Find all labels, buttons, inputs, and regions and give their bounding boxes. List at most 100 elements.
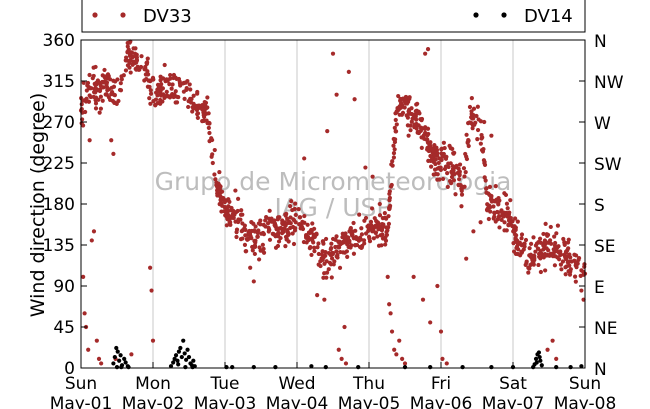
dv33-point [79,107,84,112]
dv33-point [421,133,427,138]
legend-marker-dv33 [92,12,98,18]
dv33-point [392,125,397,131]
dv33-point [352,97,357,102]
dv33-point [548,241,554,246]
dv33-point [383,235,388,240]
dv33-point [565,240,571,245]
dv33-point [322,297,327,302]
dv33-point [267,237,273,242]
dv33-point [233,188,238,193]
dv33-point [579,268,584,273]
dv33-point [545,347,550,352]
dv33-point [573,279,578,284]
dv33-point [513,216,518,221]
dv33-point [519,236,524,241]
dv14-point [173,353,179,358]
dv33-point [224,223,229,228]
dv33-point [123,58,128,63]
x-tick-label-date: May-04 [266,394,329,409]
dv33-point [284,211,289,216]
dv33-point [368,219,374,225]
dv33-point [545,233,550,238]
dv14-point [185,347,190,352]
dv33-point [573,263,578,268]
dv33-point [377,201,382,207]
right-axis-tick-labels: N NE E SE S SW W NW N [594,32,624,380]
dv33-point [300,225,305,230]
dv33-point [388,311,393,316]
dv14-point [171,360,176,365]
dv33-point [276,239,282,244]
dv33-point [507,210,512,215]
dv33-point [451,151,456,156]
dv33-point [283,244,288,249]
dv33-point [293,212,298,218]
dv33-point [93,83,98,88]
dv33-point [91,94,96,99]
dv33-point [438,329,444,334]
legend-marker-dv14 [501,12,507,18]
dv33-point [267,208,272,213]
dv33-point [96,356,102,361]
dv14-point [122,356,127,361]
dv33-point [309,236,314,241]
dv33-point [83,99,89,104]
dv33-point [327,260,333,265]
dv33-point [305,222,310,227]
dv33-point [523,237,529,243]
dv33-point [459,204,464,209]
dv33-point [344,249,350,254]
dv33-point [533,249,538,254]
dv33-point [334,234,339,239]
dv33-point [222,209,227,214]
dv33-point [433,157,438,162]
dv33-point [207,130,212,136]
dv33-point [414,121,419,127]
dv33-point [469,109,474,114]
dv33-point [343,231,348,236]
dv33-point [191,105,196,110]
dv33-point [363,215,369,221]
dv33-point [220,203,225,208]
dv14-point [117,358,122,363]
dv33-point [526,270,531,275]
dv33-point [201,110,206,115]
dv33-point [330,236,336,242]
dv33-point [537,236,543,241]
dv14-point [182,351,187,356]
dv33-point [482,162,488,167]
dv33-point [131,59,136,64]
dv33-point [387,189,392,194]
dv33-point [240,212,245,217]
dv33-point [445,184,450,190]
dv33-point [560,259,566,264]
dv33-point [353,234,359,240]
dv33-point [433,161,438,167]
dv33-point [336,245,342,250]
dv33-point [420,297,426,302]
dv33-point [513,227,518,233]
x-tick-label-date: May-05 [338,394,401,409]
x-tick-label-day: Sat [499,374,527,394]
dv33-point [505,206,510,211]
dv33-point [497,198,502,203]
dv33-point [110,90,115,95]
dv33-point [168,76,173,81]
dv33-point [148,265,153,270]
dv14-point [230,364,235,370]
dv33-point [90,76,95,81]
dv33-point [213,177,218,182]
dv33-point [128,70,133,75]
dv33-point [411,115,417,120]
dv33-point [134,55,139,60]
dv33-point [393,129,399,134]
dv33-point [362,241,367,246]
dv33-point [312,245,317,250]
y-tick-label: 45 [53,318,75,338]
dv33-point [302,213,307,219]
dv33-point [407,96,412,101]
dv33-point [465,139,470,145]
dv33-point [164,89,169,94]
dv33-point [565,260,570,265]
x-tick-label-day: Sun [65,374,97,394]
